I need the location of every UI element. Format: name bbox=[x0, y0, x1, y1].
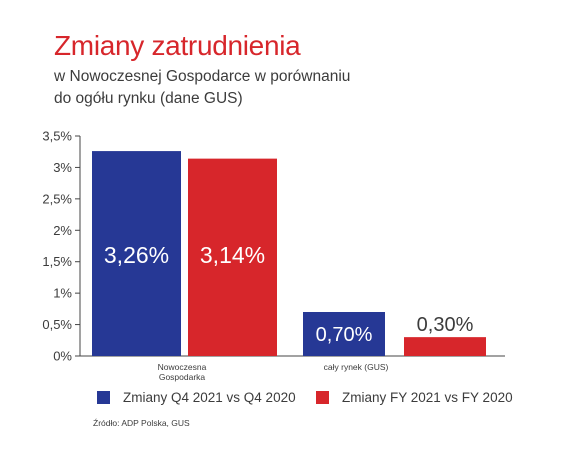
legend-label-series-1: Zmiany Q4 2021 vs Q4 2020 bbox=[123, 389, 296, 405]
legend-label-series-2: Zmiany FY 2021 vs FY 2020 bbox=[342, 389, 513, 405]
bar-2-1 bbox=[303, 312, 385, 356]
bar-1-1 bbox=[92, 151, 181, 356]
y-tick-label: 0,5% bbox=[42, 317, 72, 332]
y-tick-label: 2% bbox=[53, 223, 72, 238]
y-tick-label: 2,5% bbox=[42, 191, 72, 206]
y-tick-label: 1,5% bbox=[42, 254, 72, 269]
y-tick-label: 1% bbox=[53, 286, 72, 301]
chart-subtitle-line-2: do ogółu rynku (dane GUS) bbox=[54, 90, 243, 107]
x-category-label: Gospodarka bbox=[159, 372, 206, 382]
data-label: 3,14% bbox=[200, 242, 265, 268]
legend-item-series-1: Zmiany Q4 2021 vs Q4 2020 bbox=[97, 388, 296, 406]
x-category-label: cały rynek (GUS) bbox=[324, 362, 389, 372]
data-label: 0,70% bbox=[316, 324, 373, 346]
y-tick-label: 3% bbox=[53, 160, 72, 175]
chart-subtitle-line-1: w Nowoczesnej Gospodarce w porównaniu bbox=[54, 68, 351, 85]
source-note: Źródło: ADP Polska, GUS bbox=[93, 418, 190, 428]
bar-2-2 bbox=[404, 337, 486, 356]
y-tick-label: 0% bbox=[53, 349, 72, 364]
legend-swatch-series-2 bbox=[316, 390, 329, 404]
y-tick-label: 3,5% bbox=[42, 129, 72, 144]
chart-title: Zmiany zatrudnienia bbox=[54, 30, 301, 61]
data-label: 3,26% bbox=[104, 242, 169, 268]
legend-item-series-2: Zmiany FY 2021 vs FY 2020 bbox=[316, 388, 513, 406]
bar-1-2 bbox=[188, 158, 277, 356]
data-label: 0,30% bbox=[417, 314, 474, 336]
legend-swatch-series-1 bbox=[97, 390, 110, 404]
x-category-label: Nowoczesna bbox=[158, 362, 207, 372]
